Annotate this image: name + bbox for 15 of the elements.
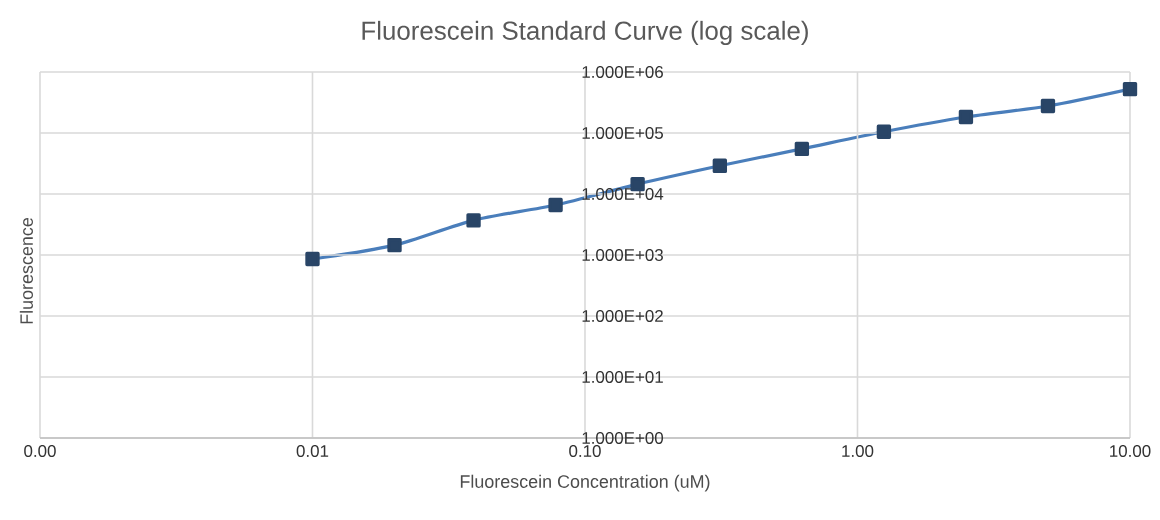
x-axis-title: Fluorescein Concentration (uM) [460,474,710,492]
y-tick-label: 1.000E+06 [582,66,663,78]
x-tick-label: 1.00 [842,445,874,458]
y-tick-label: 1.000E+04 [582,188,664,200]
y-tick-label: 1.000E+00 [582,432,664,444]
y-tick-label: 1.000E+02 [582,310,663,322]
y-tick-label: 1.000E+03 [582,249,663,261]
x-tick-label: 0.10 [569,445,601,458]
y-tick-label: 1.000E+01 [582,371,663,383]
y-tick-label: 1.000E+05 [582,127,664,139]
x-tick-label: 10.00 [1110,445,1151,458]
chart-title: Fluorescein Standard Curve (log scale) [362,20,808,45]
y-axis-title: Fluorescence [19,217,33,324]
x-tick-label: 0.01 [296,445,329,458]
x-tick-label: 0.00 [24,445,56,458]
